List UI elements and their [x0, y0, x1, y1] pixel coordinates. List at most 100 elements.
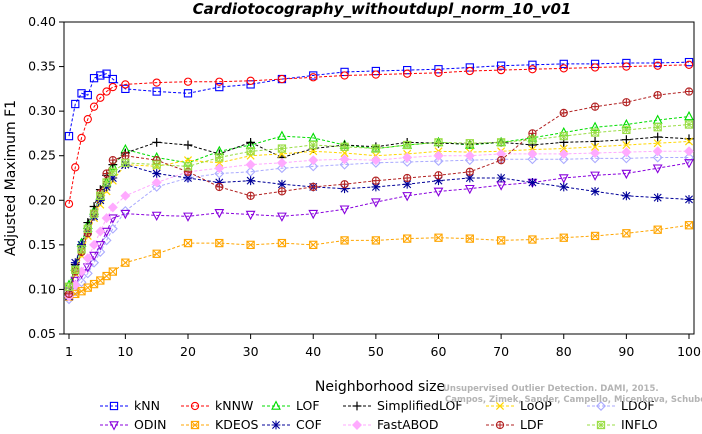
data-point-cof [434, 176, 443, 186]
x-tick-label: 50 [368, 344, 384, 359]
data-point-ldof [621, 153, 632, 164]
data-point-loop [653, 139, 662, 148]
data-point-ldof [590, 153, 601, 164]
data-point-lof [308, 132, 319, 142]
x-tick-label: 20 [180, 344, 196, 359]
data-point-inflo-star [246, 147, 255, 156]
data-point-kdeos [340, 236, 349, 245]
data-point-kdeos-cross [559, 233, 568, 242]
data-point-cof [246, 176, 256, 186]
data-point-inflo-star [497, 138, 506, 147]
legend-item-knnw: kNNW [181, 398, 253, 413]
legend-item-lof: LOF [262, 398, 320, 413]
data-point-kdeos-cross [309, 240, 318, 249]
data-point-knnw [215, 77, 224, 86]
data-point-inflo-star [528, 135, 537, 144]
data-point-knnw [590, 63, 600, 72]
data-point-odin [308, 209, 319, 220]
data-point-odin [183, 212, 193, 222]
legend-marker-knnw [190, 401, 200, 411]
data-point-knn [434, 65, 443, 74]
data-point-kdeos-cross [152, 249, 161, 258]
data-point-fastabod [107, 202, 118, 213]
data-point-knnw [108, 82, 117, 92]
data-point-cof [214, 178, 224, 187]
legend-label-kdeos: KDEOS [215, 417, 259, 432]
series-line-fastabod [68, 150, 689, 297]
data-point-fastabod [95, 226, 106, 237]
legend-label-knnw: kNNW [215, 398, 253, 413]
data-point-kdeos [528, 235, 537, 244]
data-point-odin [82, 263, 93, 273]
data-point-knn [121, 84, 130, 94]
data-point-cof [621, 191, 631, 201]
data-point-cof [496, 173, 506, 183]
legend-marker-knn [109, 401, 119, 411]
data-point-kdeos-cross [685, 221, 693, 230]
data-point-ldf-cross [560, 109, 568, 117]
data-point-knnw [653, 61, 662, 70]
data-point-kdeos [465, 234, 474, 243]
data-point-fastabod [652, 146, 663, 157]
data-point-cof [402, 179, 412, 189]
data-point-inflo-star [152, 160, 161, 169]
data-point-cof [590, 186, 600, 196]
data-point-loop [559, 144, 568, 153]
data-point-fastabod [590, 148, 601, 159]
data-point-knn [183, 89, 193, 98]
data-point-inflo-star [184, 162, 192, 171]
data-point-odin [402, 192, 413, 202]
data-point-odin [277, 212, 287, 222]
data-point-ldf-cross [497, 156, 505, 164]
data-point-kdeos [496, 236, 506, 245]
data-point-cof [340, 184, 349, 194]
x-axis-label: Neighborhood size [315, 379, 445, 395]
legend-marker-kdeos [190, 420, 200, 430]
legend: kNN kNNW LOF SimplifiedLOF LoOP LDOF ODIN KDEOS… [100, 398, 658, 432]
data-point-simplifiedlof [246, 137, 256, 147]
data-point-knn [108, 74, 117, 84]
data-point-ldof [433, 156, 444, 167]
data-point-fastabod [558, 148, 569, 159]
series-layer [64, 57, 694, 305]
data-point-cof [102, 182, 111, 192]
data-point-ldf-cross [247, 192, 255, 200]
data-point-fastabod [621, 147, 632, 158]
data-point-fastabod [89, 239, 100, 250]
data-point-cof [152, 169, 162, 178]
data-point-kdeos [309, 240, 318, 250]
data-point-knn [684, 57, 694, 67]
data-point-ldf-cross [654, 91, 662, 99]
data-point-odin [590, 171, 600, 181]
data-point-kdeos-cross [403, 234, 412, 243]
data-point-cof [70, 258, 80, 268]
data-point-lof [684, 110, 694, 121]
data-point-inflo-star [559, 132, 568, 141]
x-axis: 1 10 20 30 40 50 60 70 80 90 100 [65, 334, 701, 359]
data-point-cof [465, 173, 475, 183]
data-point-kdeos-cross [184, 239, 192, 248]
legend-item-cof: COF [262, 417, 322, 432]
data-point-knnw [434, 68, 443, 77]
legend-marker-kdeos-cross [191, 421, 199, 429]
data-point-ldf-cross [121, 152, 129, 160]
data-point-kdeos-cross [653, 225, 662, 234]
data-point-odin [89, 251, 99, 262]
legend-marker-cof [271, 420, 281, 430]
y-tick-label: 0.25 [28, 148, 56, 163]
data-point-kdeos-cross [108, 267, 117, 276]
data-point-kdeos-cross [215, 239, 224, 248]
data-point-loop [622, 140, 631, 150]
legend-item-inflo: INFLO [587, 417, 658, 432]
data-point-kdeos [559, 233, 568, 242]
data-point-ldof [151, 181, 162, 192]
data-point-ldof [339, 159, 350, 170]
data-point-knn [152, 87, 161, 96]
legend-label-odin: ODIN [134, 417, 167, 432]
data-point-odin [370, 198, 381, 208]
data-point-knnw [496, 65, 506, 75]
data-point-ldf-cross [278, 187, 286, 195]
data-point-odin [339, 205, 350, 215]
data-point-knn [64, 131, 74, 141]
data-point-ldof [120, 206, 131, 216]
